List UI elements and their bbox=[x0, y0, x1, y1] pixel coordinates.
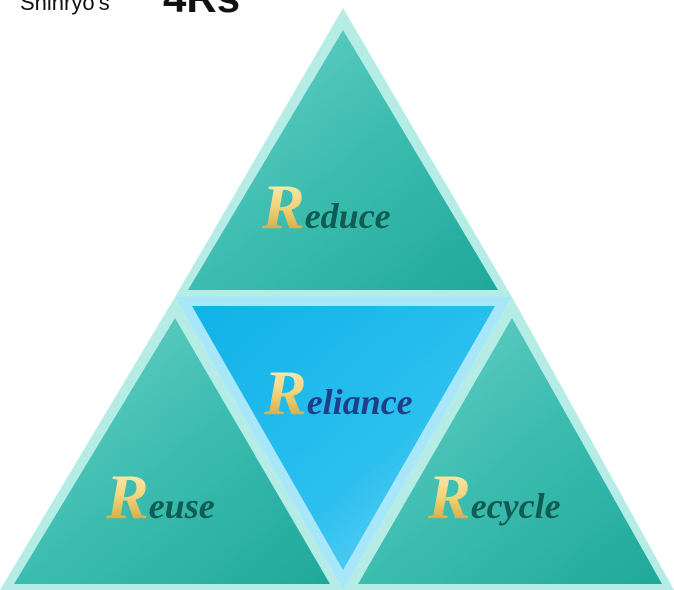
label-initial: R bbox=[261, 171, 305, 242]
label-rest: educe bbox=[305, 196, 391, 236]
label-initial: R bbox=[105, 461, 149, 532]
triangle-reduce bbox=[188, 30, 498, 290]
diagram: Shinryo's 4Rs Reduce Reliance Reuse Recy… bbox=[0, 0, 674, 590]
page: {"header": {"prefix": "Shinryo's", "titl… bbox=[0, 0, 674, 590]
label-rest: euse bbox=[149, 486, 215, 526]
header-title: 4Rs bbox=[163, 0, 240, 21]
label-initial: R bbox=[263, 357, 307, 428]
label-initial: R bbox=[427, 461, 471, 532]
label-rest: eliance bbox=[307, 382, 413, 422]
label-rest: ecycle bbox=[471, 486, 561, 526]
header-prefix: Shinryo's bbox=[20, 0, 110, 15]
